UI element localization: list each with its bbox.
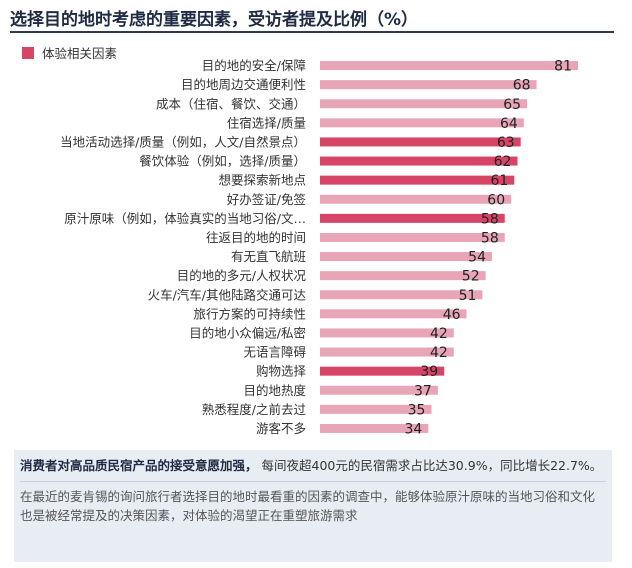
chart-title: 选择目的地时考虑的重要因素，受访者提及比例（%） <box>10 10 419 30</box>
category-label: 目的地热度 <box>243 383 306 398</box>
category-label: 旅行方案的可持续性 <box>193 306 306 321</box>
bar <box>320 309 467 319</box>
value-label: 64 <box>500 116 518 132</box>
category-label: 火车/汽车/其他陆路交通可达 <box>148 287 307 302</box>
value-label: 37 <box>414 383 432 399</box>
value-label: 46 <box>443 307 461 323</box>
bar <box>320 213 505 223</box>
value-label: 51 <box>459 288 477 304</box>
summary-box: 消费者对高品质民宿产品的接受意愿加强， 每间夜超400元的民宿需求占比达30.9… <box>14 450 612 562</box>
category-label: 成本（住宿、餐饮、交通） <box>156 96 306 111</box>
value-label: 58 <box>481 230 499 246</box>
legend-swatch <box>22 46 34 59</box>
summary-divider <box>20 481 606 482</box>
bar <box>320 385 438 395</box>
value-label: 65 <box>503 97 521 113</box>
bar-chart: 目的地的安全/保障 81 目的地周边交通便利性 68 成本（住宿、餐饮、交通） 65 住宿选… <box>60 58 578 437</box>
summary-bold: 消费者对高品质民宿产品的接受意愿加强， <box>20 458 258 473</box>
bar <box>320 80 537 90</box>
bar <box>320 118 524 128</box>
value-label: 42 <box>430 345 448 361</box>
bar <box>320 99 528 109</box>
category-label: 有无直飞航班 <box>231 249 306 264</box>
category-label: 目的地小众偏远/私密 <box>189 325 306 340</box>
value-label: 35 <box>408 402 426 418</box>
summary-rest: 每间夜超400元的民宿需求占比达30.9%，同比增长22.7%。 <box>261 458 603 473</box>
bar <box>320 232 505 242</box>
bar <box>320 61 578 71</box>
value-label: 42 <box>430 326 448 342</box>
bar <box>320 252 492 262</box>
bar <box>320 156 518 166</box>
category-label: 熟悉程度/之前去过 <box>202 402 307 417</box>
value-label: 61 <box>490 173 508 189</box>
bar <box>320 366 445 376</box>
legend-label: 体验相关因素 <box>42 46 118 61</box>
bar <box>320 290 483 300</box>
category-label: 好办签证/免签 <box>227 192 307 207</box>
bar <box>320 175 515 185</box>
category-label: 往返目的地的时间 <box>206 230 306 245</box>
category-label: 当地活动选择/质量（例如，人文/自然景点） <box>60 134 306 149</box>
category-label: 无语言障碍 <box>243 345 306 360</box>
category-label: 住宿选择/质量 <box>227 115 306 130</box>
category-label: 游客不多 <box>256 421 306 436</box>
bar <box>320 347 454 357</box>
category-label: 目的地周边交通便利性 <box>181 77 306 92</box>
bar <box>320 194 512 204</box>
value-label: 54 <box>468 250 486 266</box>
category-label: 原汁原味（例如，体验真实的当地习俗/文… <box>64 211 306 226</box>
value-label: 62 <box>494 154 512 170</box>
summary-lead: 消费者对高品质民宿产品的接受意愿加强， 每间夜超400元的民宿需求占比达30.9… <box>20 456 606 475</box>
value-label: 34 <box>404 421 422 437</box>
bar <box>320 328 454 338</box>
value-label: 58 <box>481 211 499 227</box>
bar <box>320 423 429 433</box>
value-label: 68 <box>513 78 531 94</box>
value-label: 60 <box>487 192 505 208</box>
category-label: 餐饮体验（例如，选择/质量） <box>139 154 306 169</box>
value-label: 39 <box>420 364 438 380</box>
legend: 体验相关因素 <box>22 43 117 62</box>
value-label: 81 <box>554 59 572 75</box>
category-label: 想要探索新地点 <box>218 173 306 188</box>
category-label: 购物选择 <box>256 364 307 379</box>
title-divider <box>10 31 614 33</box>
category-label: 目的地的安全/保障 <box>202 58 306 73</box>
category-label: 目的地的多元/人权状况 <box>177 268 307 283</box>
bar <box>320 271 486 281</box>
value-label: 52 <box>462 269 480 285</box>
bar <box>320 137 521 147</box>
bar <box>320 404 432 414</box>
value-label: 63 <box>497 135 515 151</box>
summary-paragraph: 在最近的麦肯锡的询问旅行者选择目的地时最看重的因素的调查中，能够体验原汁原味的当… <box>20 489 596 523</box>
